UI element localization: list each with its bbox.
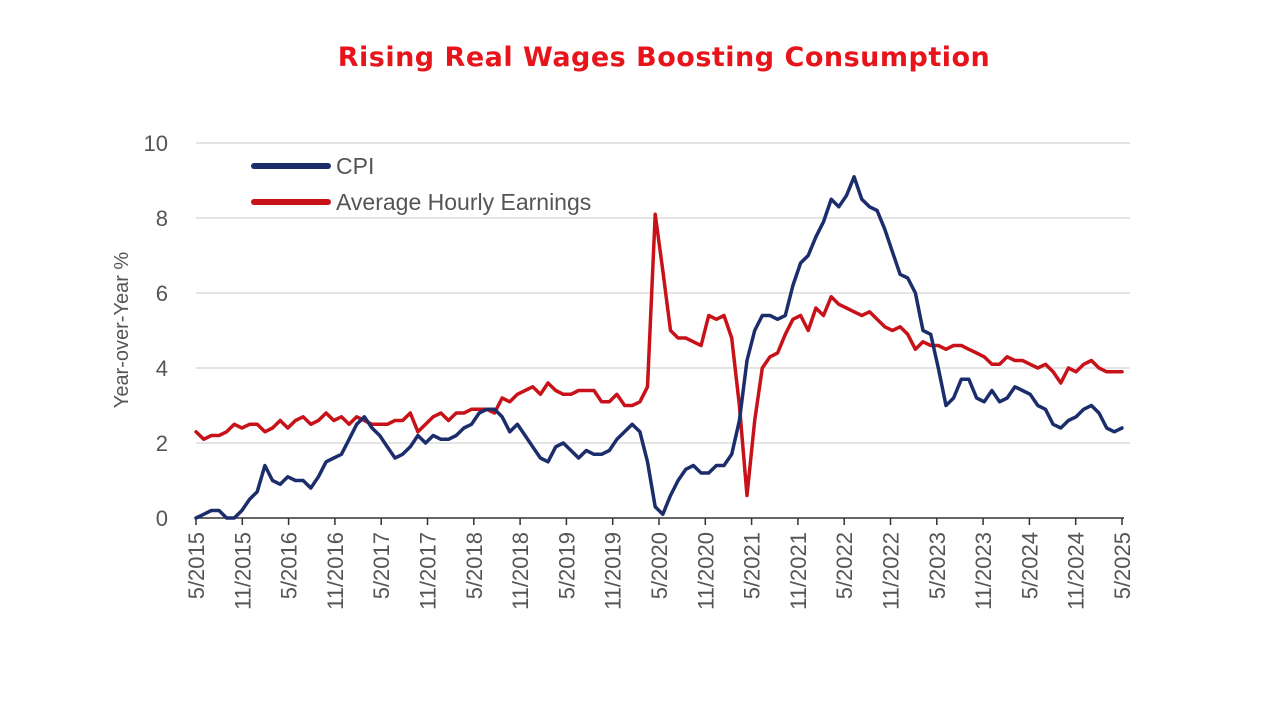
x-tick-label: 5/2015 [184,532,209,599]
x-tick-label: 11/2021 [786,532,811,610]
x-tick-label: 5/2022 [832,532,857,599]
series-line-average-hourly-earnings [194,212,1124,498]
legend-label-average-hourly-earnings: Average Hourly Earnings [336,189,591,215]
series-line-cpi [194,175,1124,520]
x-tick-label: 11/2016 [323,532,348,610]
x-tick-label: 5/2025 [1110,532,1135,599]
x-tick-label: 11/2024 [1064,532,1089,610]
x-tick-label: 5/2016 [277,532,302,599]
legend-label-cpi: CPI [336,153,374,179]
x-tick-label: 11/2017 [416,532,441,610]
x-axis-ticks: 5/2015 11/2015 5/2016 11/2016 5/2017 11/2017 5… [184,518,1135,610]
y-tick-label: 0 [156,506,168,531]
x-tick-label: 5/2019 [554,532,579,599]
grid-lines [196,142,1130,444]
x-tick-label: 5/2021 [740,532,765,599]
x-tick-label: 5/2017 [369,532,394,599]
x-tick-label: 11/2018 [508,532,533,610]
y-axis-label: Year-over-Year % [111,252,133,409]
y-axis-ticks: 0 2 4 6 8 10 [144,131,168,531]
y-tick-label: 4 [156,356,168,381]
x-tick-label: 5/2020 [647,532,672,599]
x-tick-label: 5/2024 [1017,532,1042,599]
chart-title: Rising Real Wages Boosting Consumption [337,42,991,73]
x-tick-label: 11/2020 [693,532,718,610]
legend: CPI Average Hourly Earnings [251,153,591,215]
y-tick-label: 8 [156,206,168,231]
x-tick-label: 11/2022 [879,532,904,610]
y-tick-label: 10 [144,131,168,156]
y-tick-label: 6 [156,281,168,306]
x-tick-label: 11/2019 [601,532,626,610]
x-tick-label: 5/2018 [462,532,487,599]
y-tick-label: 2 [156,431,168,456]
x-tick-label: 11/2023 [971,532,996,610]
x-tick-label: 5/2023 [925,532,950,599]
x-tick-label: 11/2015 [230,532,255,610]
